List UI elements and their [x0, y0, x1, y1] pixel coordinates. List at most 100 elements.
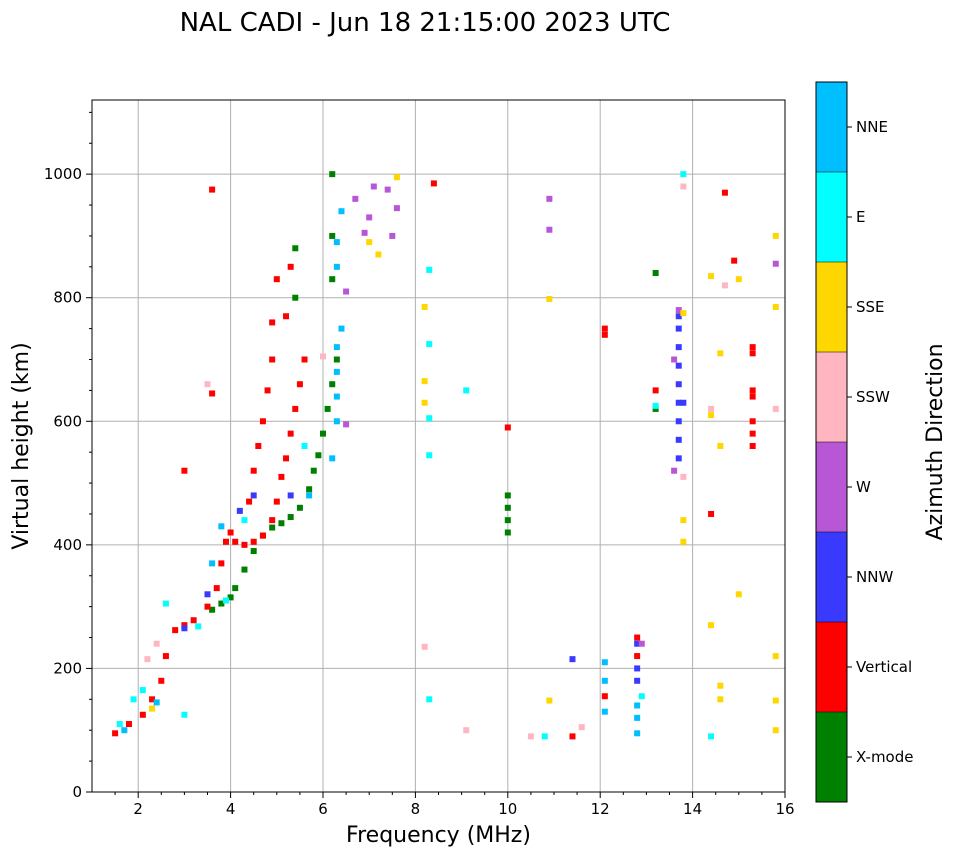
data-point-nne	[121, 727, 128, 734]
data-point-vertical	[255, 443, 262, 449]
colorbar-tick-label: X-mode	[856, 748, 913, 766]
colorbar-segment	[816, 82, 847, 172]
data-point-nnw	[675, 418, 682, 425]
colorbar-tick-label: SSW	[856, 388, 890, 406]
x-tick-label: 10	[498, 800, 517, 818]
data-point-vertical	[283, 313, 290, 320]
data-point-sse	[708, 412, 715, 419]
data-point-ssw	[463, 727, 470, 734]
data-point-x-mode	[504, 504, 511, 511]
data-point-x-mode	[227, 594, 234, 601]
data-point-nnw	[634, 640, 641, 647]
data-point-sse	[772, 697, 779, 704]
data-point-x-mode	[232, 585, 239, 592]
data-point-x-mode	[209, 606, 216, 613]
data-point-sse	[680, 310, 687, 317]
data-point-x-mode	[329, 276, 336, 283]
data-point-w	[366, 214, 373, 221]
data-point-vertical	[273, 498, 280, 505]
chart-title: NAL CADI - Jun 18 21:15:00 2023 UTC	[180, 8, 671, 38]
data-point-e	[195, 623, 202, 630]
data-point-e	[426, 696, 433, 703]
data-point-vertical	[601, 693, 608, 700]
colorbar-segment	[816, 622, 847, 712]
data-point-sse	[772, 653, 779, 660]
data-point-vertical	[430, 180, 437, 187]
data-point-vertical	[241, 541, 248, 548]
x-tick-label: 4	[226, 800, 236, 818]
data-point-nne	[333, 418, 340, 425]
data-point-ssw	[320, 353, 326, 360]
colorbar-tick-label: E	[856, 208, 865, 226]
data-point-vertical	[190, 617, 197, 624]
data-point-ssw	[680, 473, 687, 480]
data-point-vertical	[209, 186, 216, 193]
data-point-vertical	[287, 430, 294, 437]
data-point-sse	[421, 378, 428, 385]
colorbar-frame	[815, 81, 848, 803]
data-point-vertical	[749, 387, 756, 394]
data-point-w	[389, 232, 396, 239]
data-point-e	[426, 266, 433, 273]
data-point-x-mode	[315, 452, 322, 459]
colorbar: X-mode Vertical NNW W SSW SSE E NNE	[815, 81, 913, 803]
data-point-nnw	[181, 625, 188, 632]
data-point-nnw	[634, 665, 641, 672]
y-tick-label: 0	[72, 783, 82, 801]
data-point-nne	[333, 393, 340, 400]
data-point-e	[541, 733, 548, 740]
data-point-vertical	[749, 350, 756, 357]
data-point-vertical	[232, 538, 239, 545]
data-point-x-mode	[329, 171, 336, 178]
data-point-w	[638, 640, 645, 647]
data-point-vertical	[652, 387, 659, 394]
data-point-vertical	[601, 325, 608, 332]
data-point-nnw	[675, 362, 682, 369]
colorbar-segment	[816, 352, 847, 442]
data-point-nnw	[675, 344, 682, 351]
data-point-vertical	[721, 189, 728, 196]
data-point-vertical	[601, 331, 608, 338]
data-point-vertical	[112, 730, 119, 737]
data-point-ssw	[578, 724, 585, 731]
data-point-x-mode	[320, 430, 326, 437]
data-point-nnw	[675, 325, 682, 332]
data-point-w	[370, 183, 377, 190]
data-point-e	[181, 711, 188, 718]
data-point-vertical	[213, 585, 220, 592]
data-point-vertical	[278, 473, 285, 480]
data-point-vertical	[218, 560, 225, 567]
data-point-x-mode	[306, 486, 313, 493]
data-point-e	[241, 517, 248, 524]
data-point-nnw	[675, 455, 682, 462]
data-point-vertical	[283, 455, 290, 462]
data-point-nne	[333, 239, 340, 246]
data-point-nnw	[675, 313, 682, 320]
data-point-sse	[680, 538, 687, 545]
data-point-sse	[708, 622, 715, 629]
data-point-vertical	[504, 424, 511, 431]
data-point-ssw	[144, 656, 151, 663]
data-point-vertical	[246, 498, 253, 505]
data-point-ssw	[527, 733, 534, 740]
data-point-e	[139, 687, 146, 694]
data-point-w	[361, 229, 368, 236]
data-point-vertical	[269, 356, 276, 363]
data-point-vertical	[634, 653, 641, 660]
y-axis-label: Virtual height (km)	[9, 342, 34, 549]
data-point-vertical	[269, 319, 276, 326]
data-point-nne	[601, 659, 608, 666]
data-point-w	[671, 356, 678, 363]
data-point-vertical	[181, 622, 188, 629]
data-point-e	[708, 733, 715, 740]
data-point-ssw	[772, 405, 779, 412]
data-point-nne	[601, 677, 608, 684]
colorbar-segment	[816, 172, 847, 262]
x-tick-label: 12	[591, 800, 610, 818]
data-point-vertical	[749, 393, 756, 400]
data-point-e	[638, 693, 645, 700]
data-point-nnw	[634, 677, 641, 684]
data-point-vertical	[149, 696, 156, 703]
data-point-sse	[735, 591, 742, 598]
data-point-sse	[735, 276, 742, 283]
